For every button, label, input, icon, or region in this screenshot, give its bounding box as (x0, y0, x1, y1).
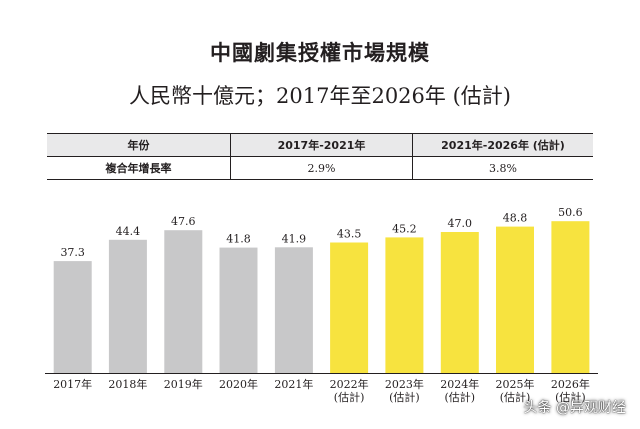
cagr-header-period-1: 2017年-2021年 (230, 133, 413, 157)
x-tick-label: 2022年(估計) (330, 377, 369, 404)
data-label: 41.8 (226, 233, 251, 246)
x-tick-label: 2021年 (274, 377, 313, 391)
cagr-table-value-row: 複合年增長率 2.9% 3.8% (47, 156, 593, 180)
bar (496, 226, 534, 373)
bar (108, 239, 147, 373)
cagr-table-header-row: 年份 2017年-2021年 2021年-2026年 (估計) (47, 133, 593, 157)
data-label: 47.6 (171, 215, 196, 228)
bar (274, 247, 313, 373)
chart-title: 中國劇集授權市場規模 (210, 41, 430, 65)
x-tick-label: 2024年(估計) (440, 377, 479, 404)
x-tick-label: 2025年(估計) (496, 377, 535, 404)
x-tick-label: 2026年(估計) (551, 377, 590, 404)
bar (53, 261, 92, 373)
watermark: 头条 @异观财经 (523, 400, 626, 416)
data-label: 44.4 (116, 225, 141, 238)
x-tick-label: 2018年 (108, 377, 147, 391)
cagr-header-label: 年份 (47, 133, 231, 157)
data-label: 37.3 (60, 246, 85, 259)
data-label: 47.0 (448, 217, 473, 230)
data-label: 45.2 (392, 222, 417, 235)
bar (330, 242, 369, 373)
chart-subtitle: 人民幣十億元；2017年至2026年 (估計) (129, 84, 511, 108)
cagr-header-period-2: 2021年-2026年 (估計) (412, 133, 593, 157)
data-label: 41.9 (282, 232, 307, 245)
bar (219, 247, 258, 373)
cagr-table: 年份 2017年-2021年 2021年-2026年 (估計) 複合年增長率 2… (47, 133, 593, 180)
x-tick-label: 2019年 (164, 377, 203, 391)
bar (164, 230, 203, 373)
cagr-value-2: 3.8% (412, 156, 593, 180)
data-label: 48.8 (503, 212, 528, 225)
bar (551, 221, 590, 373)
cagr-value-1: 2.9% (230, 156, 413, 180)
x-tick-label: 2020年 (219, 377, 258, 391)
bar (385, 237, 424, 373)
x-tick-label: 2023年(估計) (385, 377, 424, 404)
data-label: 50.6 (558, 206, 583, 219)
cagr-row-label: 複合年增長率 (47, 156, 231, 180)
bar (440, 232, 479, 373)
x-tick-label: 2017年 (53, 377, 92, 391)
data-label: 43.5 (337, 228, 362, 241)
